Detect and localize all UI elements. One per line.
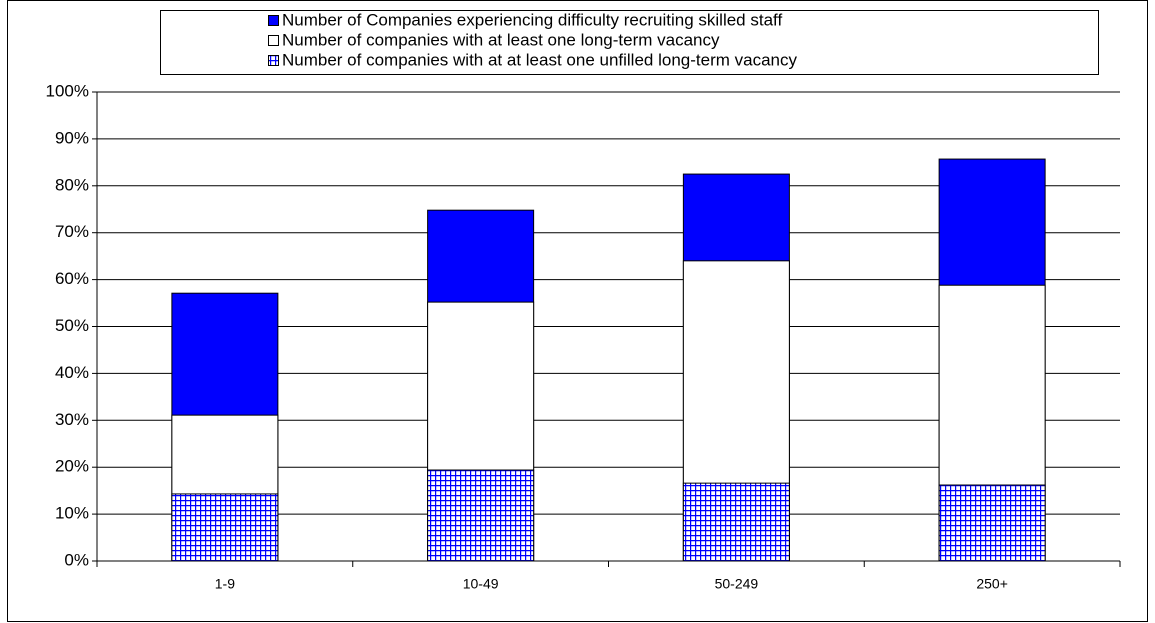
legend-swatch [268,35,279,46]
y-tick-label: 10% [55,504,89,523]
x-tick-label: 50-249 [715,576,759,592]
y-tick-label: 70% [55,222,89,241]
y-tick-label: 0% [64,550,89,569]
x-tick-label: 250+ [976,576,1008,592]
bar [171,493,279,562]
y-tick-label: 100% [46,81,89,100]
legend-label: Number of companies with at at least one… [282,50,797,69]
legend-box [160,10,1099,75]
bar [938,484,1046,562]
legend-label: Number of Companies experiencing difficu… [282,10,782,29]
y-tick-label: 90% [55,128,89,147]
y-tick-label: 30% [55,410,89,429]
x-tick-label: 1-9 [215,576,235,592]
y-tick-label: 80% [55,175,89,194]
x-tick-label: 10-49 [463,576,499,592]
bar [427,469,535,562]
legend-swatch [268,15,279,26]
y-tick-label: 20% [55,457,89,476]
legend-label: Number of companies with at least one lo… [282,30,720,49]
y-tick-label: 50% [55,316,89,335]
y-tick-label: 60% [55,269,89,288]
y-tick-label: 40% [55,363,89,382]
legend-swatch [268,55,279,66]
bar [682,482,790,562]
